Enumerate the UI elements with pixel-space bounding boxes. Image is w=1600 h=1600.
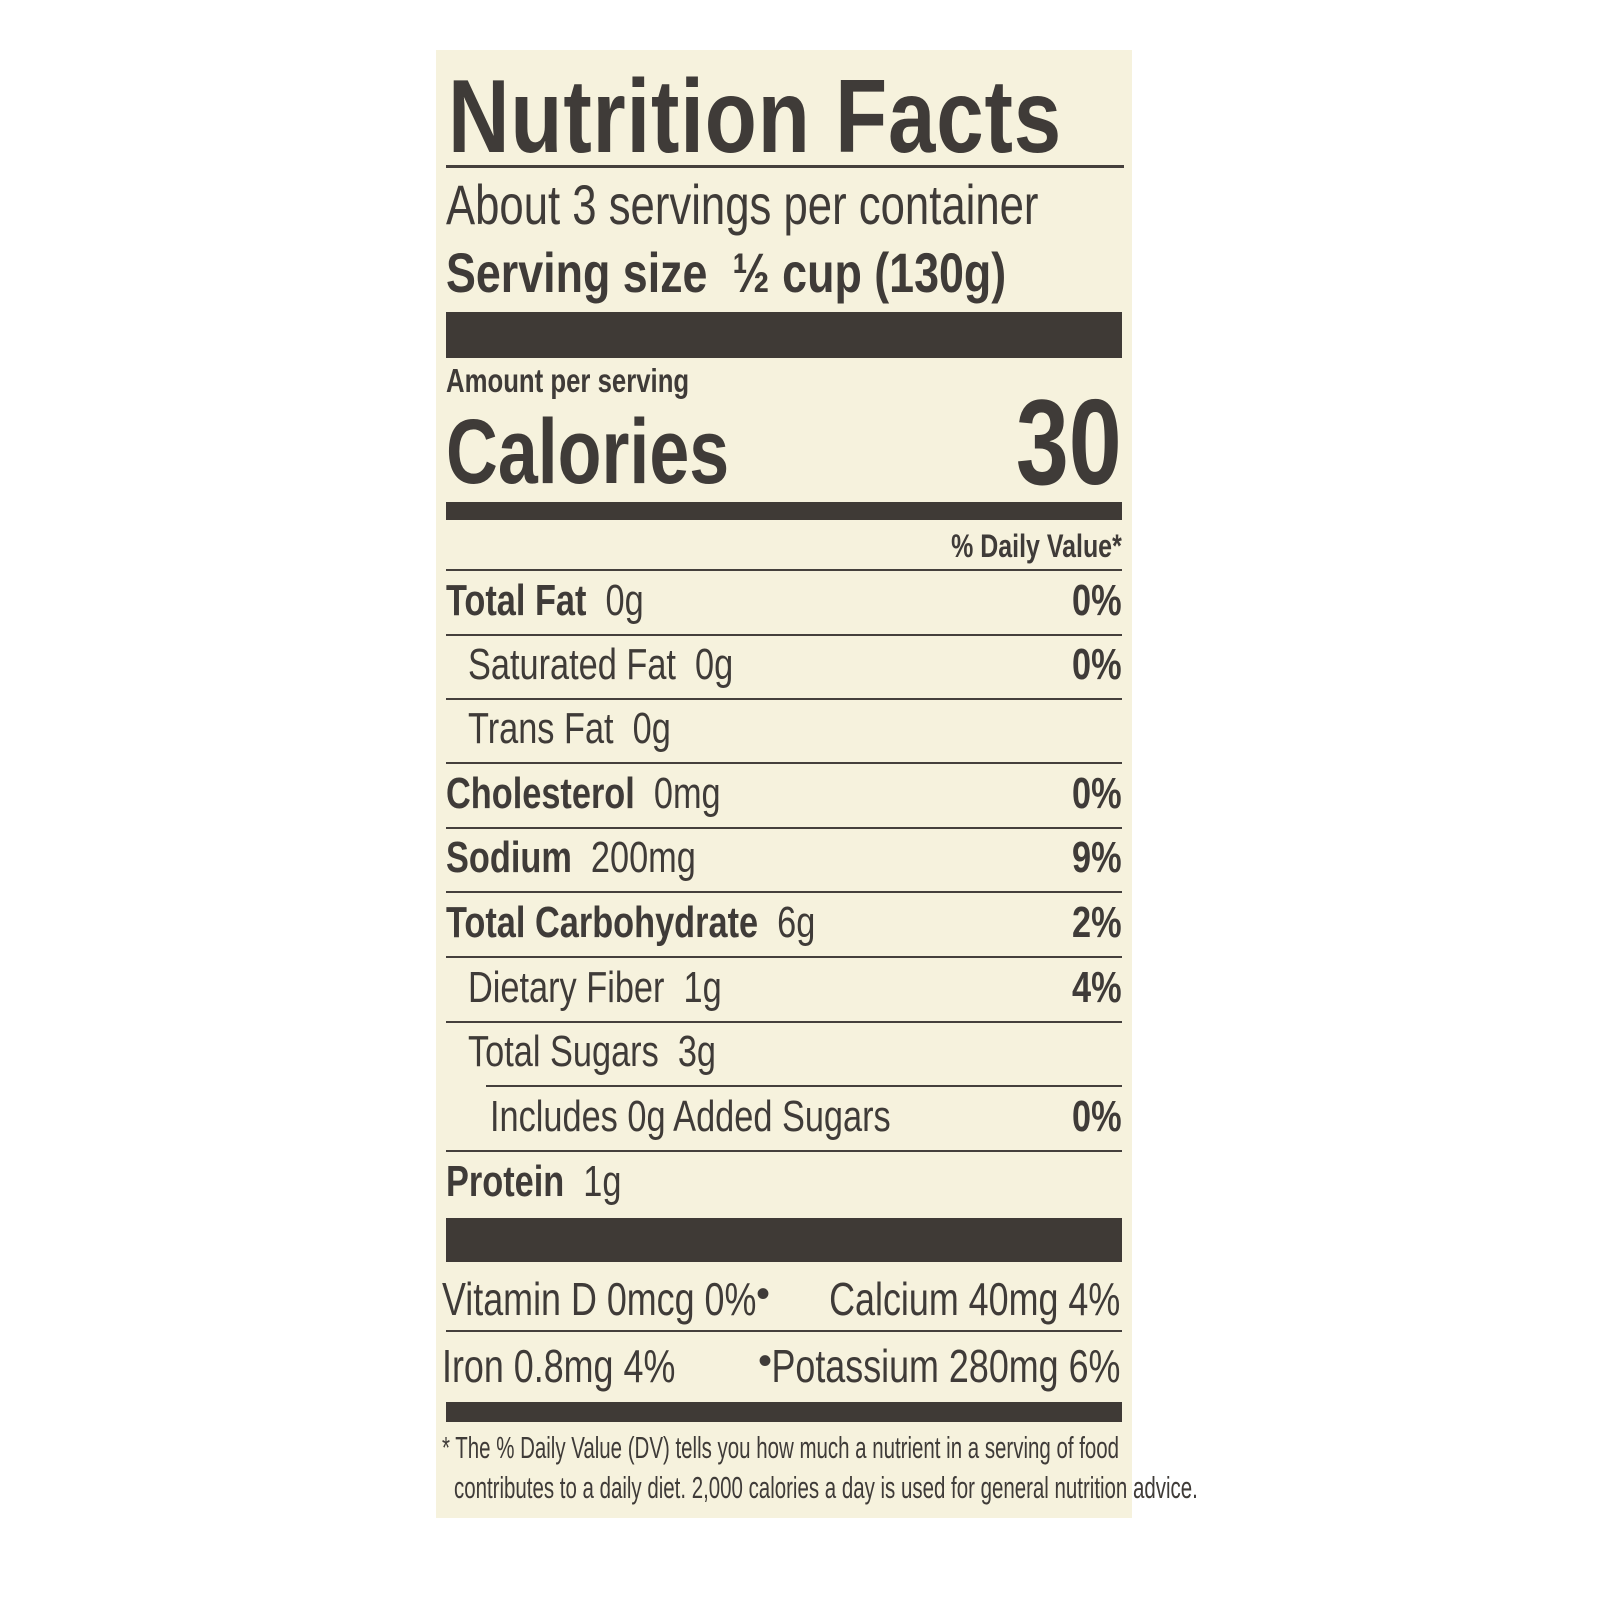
calcium: Calcium 40mg 4% [828,1273,1120,1325]
nutrient-name: Dietary Fiber 1g [468,963,722,1012]
nutrient-dv: 0% [1072,576,1122,625]
nutrient-row-total-carbohydrate: Total Carbohydrate 6g 2% [446,894,1122,958]
divider [486,1085,1122,1087]
nutrient-name: Trans Fat 0g [468,704,671,753]
divider [446,956,1122,958]
nutrient-dv: 4% [1072,963,1122,1012]
nutrition-facts-label: Nutrition Facts About 3 servings per con… [436,50,1198,1518]
calories-value: 30 [1016,374,1122,510]
micronutrient-row: Vitamin D 0mcg 0% • Calcium 40mg 4% [442,1268,1122,1332]
potassium: Potassium 280mg 6% [770,1340,1120,1392]
nutrient-row-total-fat: Total Fat 0g 0% [446,572,1122,636]
serving-size-value: ½ cup (130g) [732,241,1007,304]
divider [446,827,1122,829]
bullet-separator: • [756,1272,771,1316]
daily-value-header: % Daily Value* [951,528,1122,564]
thick-divider [446,1218,1122,1262]
serving-size: Serving size ½ cup (130g) [446,240,1006,305]
micronutrient-row: Iron 0.8mg 4% • Potassium 280mg 6% [442,1335,1122,1399]
label-title: Nutrition Facts [448,59,1063,175]
nutrient-row-dietary-fiber: Dietary Fiber 1g 4% [446,959,1122,1023]
divider [446,1150,1122,1152]
nutrient-name: Total Sugars 3g [468,1027,717,1076]
divider [446,698,1122,700]
servings-per-container: About 3 servings per container [446,173,1039,236]
nutrient-dv: 0% [1072,769,1122,818]
vitamin-d: Vitamin D 0mcg 0% [442,1273,757,1325]
nutrient-name: Cholesterol 0mg [446,769,721,818]
nutrient-name: Saturated Fat 0g [468,640,734,689]
nutrient-row-total-sugars: Total Sugars 3g [446,1023,1122,1087]
nutrient-name: Protein 1g [446,1157,622,1206]
iron: Iron 0.8mg 4% [442,1340,676,1392]
divider [446,165,1124,168]
nutrient-row-cholesterol: Cholesterol 0mg 0% [446,765,1122,829]
divider [446,762,1122,764]
medium-divider [446,502,1122,520]
nutrient-dv: 0% [1072,640,1122,689]
footnote-line-1: * The % Daily Value (DV) tells you how m… [442,1430,1120,1465]
divider [446,569,1122,571]
divider [446,634,1122,636]
nutrient-row-protein: Protein 1g [446,1153,1122,1217]
calories-label: Calories [446,401,730,503]
divider [446,1021,1122,1023]
nutrient-row-added-sugars: Includes 0g Added Sugars 0% [446,1088,1122,1152]
nutrient-row-saturated-fat: Saturated Fat 0g 0% [446,636,1122,700]
serving-size-label: Serving size [446,241,708,304]
nutrient-dv: 2% [1072,898,1122,947]
nutrient-name: Includes 0g Added Sugars [490,1092,891,1141]
amount-per-serving: Amount per serving [446,362,690,399]
divider [446,1330,1122,1332]
bullet-separator: • [758,1339,773,1383]
nutrient-name: Total Fat 0g [446,576,644,625]
nutrient-name: Total Carbohydrate 6g [446,898,816,947]
medium-divider [446,1402,1122,1422]
divider [446,891,1122,893]
footnote-line-2: contributes to a daily diet. 2,000 calor… [454,1470,1198,1505]
nutrient-dv: 9% [1072,833,1122,882]
thick-divider [446,312,1122,358]
nutrient-name: Sodium 200mg [446,833,696,882]
nutrient-dv: 0% [1072,1092,1122,1141]
nutrient-row-trans-fat: Trans Fat 0g [446,700,1122,764]
nutrient-row-sodium: Sodium 200mg 9% [446,829,1122,893]
